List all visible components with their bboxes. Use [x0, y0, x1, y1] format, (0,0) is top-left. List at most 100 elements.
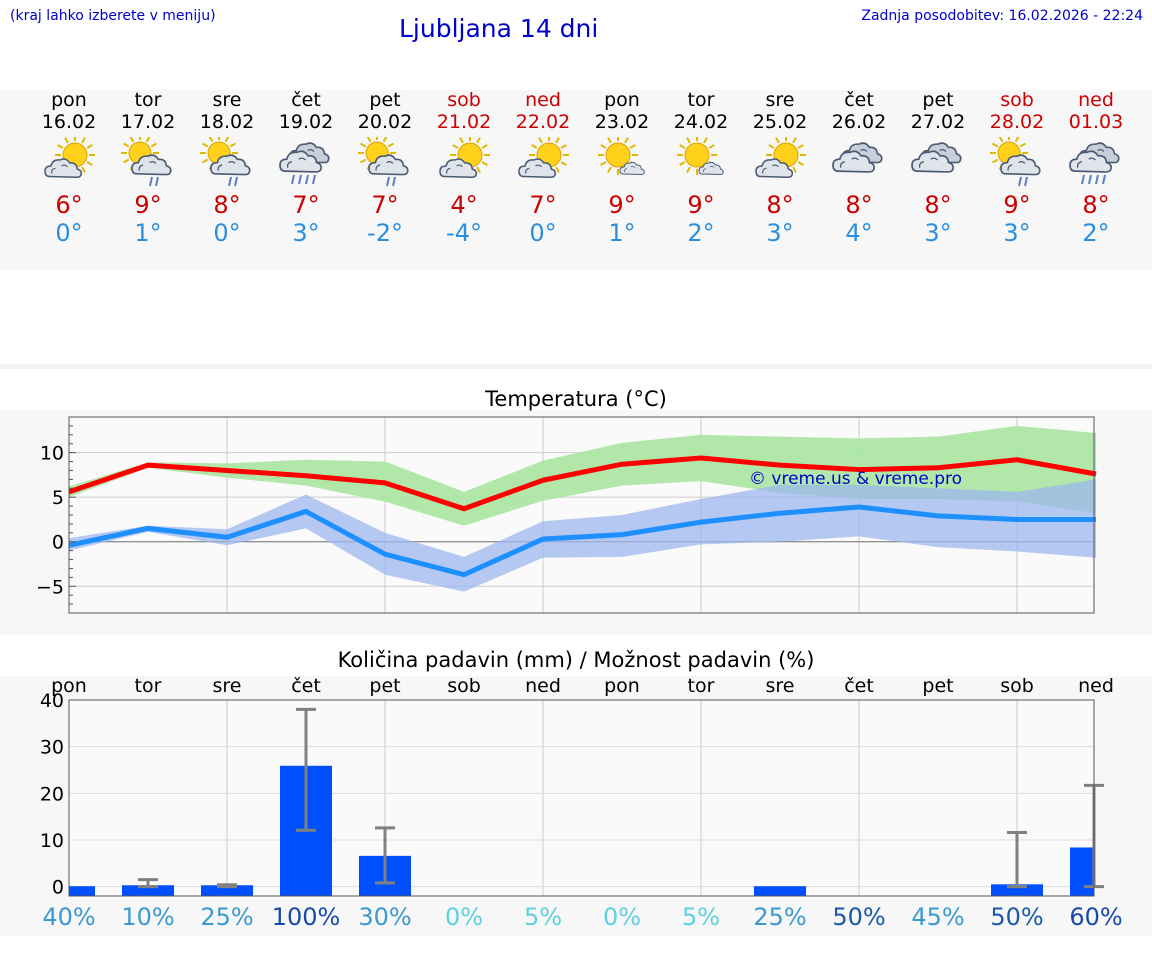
- sun-small-cloud-icon: [598, 137, 645, 176]
- page-title: Ljubljana 14 dni: [399, 14, 599, 43]
- plot-area: [69, 700, 1094, 896]
- precip-probability: 100%: [271, 903, 341, 931]
- x-day-label: ned: [1078, 675, 1114, 697]
- sun-cloud-rain-icon: [121, 137, 172, 187]
- day-name: sre: [212, 89, 242, 111]
- precip-probability: 5%: [681, 903, 721, 931]
- sun-cloud-rain-icon: [200, 137, 251, 187]
- max-temperature: 9°: [1003, 191, 1031, 219]
- y-tick-label: 5: [52, 487, 64, 509]
- day-column: sre 25.02 8° 3°: [740, 89, 820, 247]
- watermark: © vreme.us & vreme.pro: [749, 469, 962, 489]
- precip-bar: [991, 884, 1043, 896]
- x-day-label: tor: [688, 675, 715, 697]
- min-temperature: -4°: [446, 219, 482, 247]
- cloud-rain-icon: [279, 142, 330, 185]
- x-day-label: pon: [604, 675, 640, 697]
- precip-probability: 25%: [200, 903, 254, 931]
- day-date: 17.02: [120, 111, 176, 133]
- min-temperature: 4°: [845, 219, 873, 247]
- min-temperature: 3°: [766, 219, 794, 247]
- sun-cloud-rain-icon: [990, 137, 1041, 187]
- max-temperature: 9°: [608, 191, 636, 219]
- max-temperature: 8°: [213, 191, 241, 219]
- location-hint: (kraj lahko izberete v meniju): [10, 8, 216, 24]
- day-column: čet 19.02 7° 3°: [266, 89, 346, 247]
- max-temperature: 8°: [924, 191, 952, 219]
- last-updated: Zadnja posodobitev: 16.02.2026 - 22:24: [861, 8, 1143, 24]
- x-day-label: sob: [447, 675, 481, 697]
- day-date: 24.02: [673, 111, 729, 133]
- day-column: pet 20.02 7° -2°: [345, 89, 425, 247]
- sun-cloud-icon: [755, 137, 806, 179]
- day-name: sre: [765, 89, 795, 111]
- x-day-label: tor: [135, 675, 162, 697]
- sun-cloud-rain-icon: [358, 137, 409, 187]
- day-column: pon 16.02 6° 0°: [29, 89, 109, 247]
- min-temperature: 1°: [608, 219, 636, 247]
- sun-cloud-icon: [518, 137, 569, 179]
- precip-probability: 0%: [444, 903, 484, 931]
- min-temperature: 1°: [134, 219, 162, 247]
- min-temperature: 2°: [687, 219, 715, 247]
- day-name: pon: [51, 89, 87, 111]
- precip-bar: [754, 886, 806, 896]
- precip-bar: [201, 885, 253, 896]
- day-name: ned: [1078, 89, 1114, 111]
- y-tick-label: 0: [52, 532, 64, 554]
- day-date: 22.02: [515, 111, 571, 133]
- max-temperature: 9°: [687, 191, 715, 219]
- max-temperature: 6°: [55, 191, 83, 219]
- day-name: pet: [369, 89, 401, 111]
- min-temperature: 3°: [292, 219, 320, 247]
- daily-forecast-strip: [0, 90, 1152, 270]
- precip-probability: 50%: [990, 903, 1044, 931]
- y-tick-label: 10: [40, 830, 64, 852]
- day-column: tor 24.02 9° 2°: [661, 89, 741, 247]
- temperature-line: [68, 455, 1097, 512]
- day-name: sob: [1000, 89, 1034, 111]
- day-column: sob 21.02 4° -4°: [424, 89, 504, 247]
- precip-bar: [1070, 847, 1094, 896]
- min-temperature: 3°: [924, 219, 952, 247]
- sun-small-cloud-icon: [677, 137, 724, 176]
- day-column: čet 26.02 8° 4°: [819, 89, 899, 247]
- day-column: pon 23.02 9° 1°: [582, 89, 662, 247]
- max-temperature: 8°: [1082, 191, 1110, 219]
- day-column: sob 28.02 9° 3°: [977, 89, 1057, 247]
- day-name: tor: [687, 89, 715, 111]
- precip-probability: 50%: [832, 903, 886, 931]
- max-temperature: 7°: [371, 191, 399, 219]
- day-date: 18.02: [199, 111, 255, 133]
- day-name: pet: [922, 89, 954, 111]
- precip-probability: 30%: [358, 903, 412, 931]
- min-temperature: -2°: [367, 219, 403, 247]
- day-date: 21.02: [436, 111, 492, 133]
- y-tick-label: −5: [36, 576, 64, 598]
- min-temperature: 3°: [1003, 219, 1031, 247]
- y-tick-label: 20: [40, 783, 64, 805]
- day-date: 28.02: [989, 111, 1045, 133]
- max-temperature: 7°: [292, 191, 320, 219]
- x-day-label: pet: [369, 675, 400, 697]
- day-name: ned: [525, 89, 561, 111]
- temperature-line: [68, 504, 1096, 578]
- x-day-label: sob: [1000, 675, 1034, 697]
- x-day-label: ned: [525, 675, 561, 697]
- day-column: pet 27.02 8° 3°: [898, 89, 978, 247]
- precip-probability: 40%: [42, 903, 96, 931]
- day-name: sob: [447, 89, 481, 111]
- max-temperature: 9°: [134, 191, 162, 219]
- precipitation-chart-title: Količina padavin (mm) / Možnost padavin …: [337, 648, 815, 672]
- x-day-label: sre: [766, 675, 795, 697]
- day-column: ned 22.02 7° 0°: [503, 89, 583, 247]
- cloudy-icon: [832, 142, 883, 173]
- day-date: 23.02: [594, 111, 650, 133]
- x-day-label: čet: [291, 675, 321, 697]
- max-temperature: 4°: [450, 191, 478, 219]
- x-day-label: pet: [922, 675, 953, 697]
- plot-frame: [68, 699, 1095, 897]
- x-day-label: sre: [213, 675, 242, 697]
- cloudy-icon: [911, 142, 962, 173]
- precip-probability: 45%: [911, 903, 965, 931]
